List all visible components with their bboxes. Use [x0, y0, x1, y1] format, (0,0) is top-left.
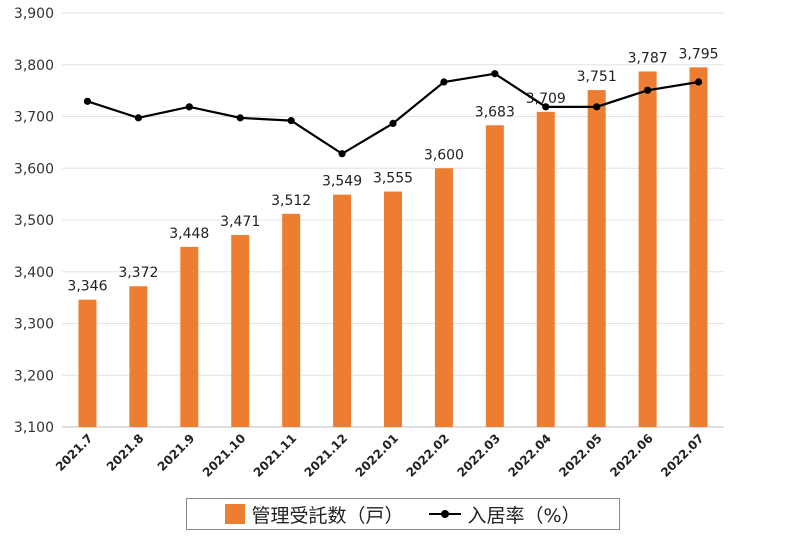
bar-data-label: 3,448 — [169, 226, 209, 242]
bar-data-label: 3,795 — [678, 46, 718, 62]
bar-data-labels: 3,346 3,372 3,448 3,471 3,512 3,549 3,555 3,600… — [67, 46, 718, 294]
bar-series — [78, 67, 708, 428]
bar — [434, 168, 453, 427]
y-tick-label: 3,800 — [14, 58, 54, 74]
line-point — [389, 119, 397, 127]
bar-data-label: 3,709 — [526, 91, 566, 107]
bar-data-label: 3,549 — [322, 174, 362, 190]
bar — [78, 299, 97, 427]
legend-bar-label: 管理受託数（戸） — [251, 504, 404, 527]
x-tick-label: 2021.11 — [251, 431, 300, 480]
line-point — [185, 103, 193, 111]
line-point — [83, 97, 92, 105]
legend-item-line: 入居率（%） — [429, 501, 581, 528]
bar — [689, 67, 708, 428]
y-axis: 3,100 3,200 3,300 3,400 3,500 3,600 3,700 3,800… — [14, 6, 54, 436]
line-point — [236, 114, 244, 122]
line-point — [694, 78, 703, 86]
y-tick-label: 3,900 — [14, 6, 54, 22]
x-tick-label: 2022.02 — [403, 431, 452, 480]
legend-bar-swatch — [225, 504, 246, 524]
line-point — [287, 117, 295, 125]
legend-line-swatch — [429, 507, 462, 521]
line-point — [491, 70, 499, 78]
bar-data-label: 3,787 — [628, 50, 668, 66]
legend-item-bar: 管理受託数（戸） — [225, 501, 403, 528]
line-point — [644, 86, 652, 94]
legend-line-label: 入居率（%） — [467, 504, 581, 527]
line-point — [440, 78, 448, 86]
bar-data-label: 3,512 — [271, 193, 311, 209]
y-tick-label: 3,600 — [14, 161, 54, 177]
bar — [180, 246, 199, 427]
bar-data-label: 3,346 — [67, 279, 107, 295]
x-tick-label: 2022.03 — [454, 431, 503, 480]
line-point — [338, 150, 346, 158]
y-tick-label: 3,200 — [14, 368, 54, 384]
bar — [536, 111, 555, 427]
x-tick-label: 2021.12 — [302, 431, 351, 480]
bar-data-label: 3,471 — [220, 214, 260, 230]
x-tick-label: 2021.9 — [155, 431, 198, 474]
bar — [129, 286, 148, 427]
x-tick-label: 2022.05 — [556, 431, 605, 480]
x-axis: 2021.7 2021.8 2021.9 2021.10 2021.11 2021.12 2… — [53, 431, 707, 480]
bar — [282, 213, 301, 427]
line-point — [593, 103, 601, 111]
y-tick-label: 3,100 — [14, 420, 54, 436]
x-tick-label: 2022.07 — [658, 431, 707, 480]
x-tick-label: 2021.8 — [104, 431, 147, 474]
occupancy-line — [87, 72, 699, 156]
bar — [638, 71, 657, 427]
x-tick-label: 2021.7 — [53, 431, 96, 474]
bar-data-label: 3,555 — [373, 171, 413, 187]
bar-data-label: 3,751 — [577, 69, 617, 85]
line-series — [83, 70, 703, 158]
legend: 管理受託数（戸） 入居率（%） — [186, 498, 620, 530]
x-tick-label: 2022.04 — [505, 431, 554, 480]
bar — [485, 125, 504, 428]
y-tick-label: 3,300 — [14, 317, 54, 333]
bar — [231, 235, 250, 427]
bar — [384, 191, 402, 427]
bar-data-label: 3,600 — [424, 147, 464, 163]
line-point — [134, 114, 142, 122]
bar — [587, 90, 606, 428]
line-point — [542, 103, 550, 111]
y-tick-label: 3,500 — [14, 213, 54, 229]
bar — [333, 194, 352, 427]
bar-data-label: 3,683 — [475, 104, 515, 120]
x-tick-label: 2022.01 — [353, 431, 402, 480]
bar-data-label: 3,372 — [118, 265, 158, 281]
y-tick-label: 3,400 — [14, 265, 54, 281]
y-tick-label: 3,700 — [14, 110, 54, 126]
x-tick-label: 2022.06 — [607, 431, 656, 480]
x-tick-label: 2021.10 — [200, 431, 249, 480]
